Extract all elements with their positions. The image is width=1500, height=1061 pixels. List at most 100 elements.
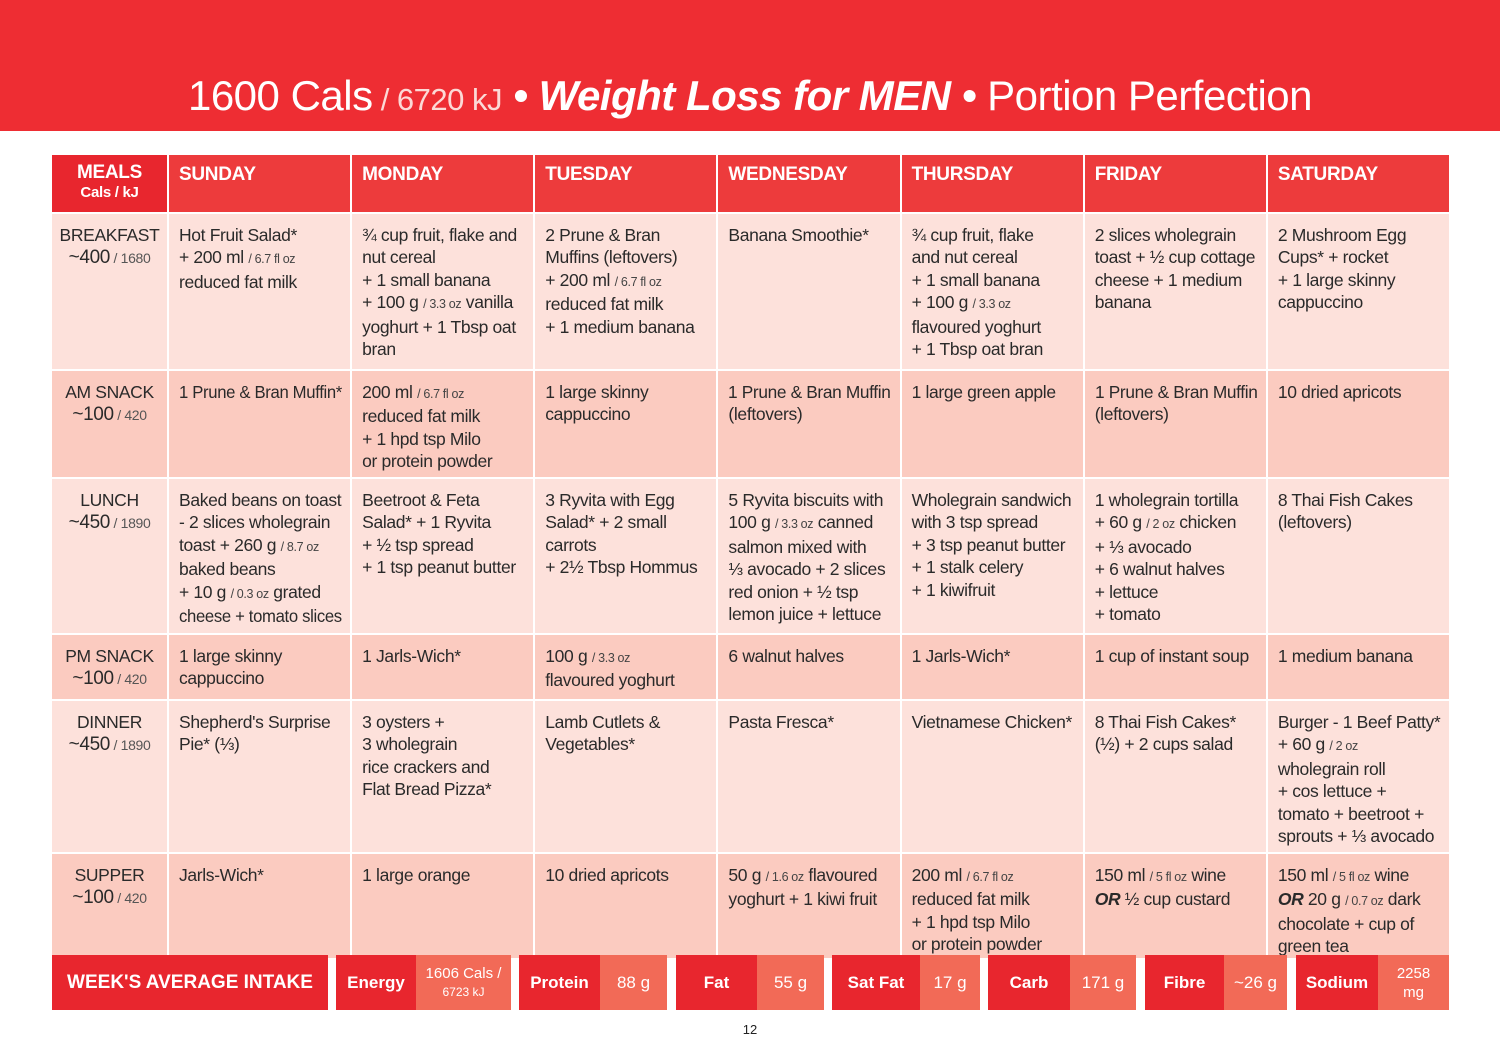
meal-text: + 10 g <box>179 581 231 602</box>
meal-text: ⅓ avocado + 2 slices <box>728 559 886 580</box>
meal-cell-tuesday: 100 g / 3.3 oz flavoured yoghurt <box>535 635 717 699</box>
meal-text: Cups* + rocket <box>1277 247 1389 268</box>
meal-line: Cups* + rocket <box>1277 246 1389 268</box>
nutrient-label: Energy <box>336 955 416 1010</box>
nutrient-value: 88 g <box>600 955 667 1010</box>
imperial-unit: / 0.3 oz <box>230 586 270 601</box>
meal-line: 150 ml / 5 fl oz wine <box>1277 864 1410 888</box>
meal-line: Baked beans on toast <box>179 489 342 511</box>
meal-line: or protein powder <box>912 933 1043 955</box>
imperial-unit: / 2 oz <box>1146 517 1175 532</box>
meal-text: wine <box>1369 865 1410 885</box>
meal-cell-sunday: Shepherd's Surprise Pie* (⅓) <box>169 701 351 852</box>
meal-text: 1 Prune & Bran Muffin <box>1094 382 1258 402</box>
meal-text: 2 slices wholegrain <box>1094 225 1237 245</box>
meal-text: and nut cereal <box>911 247 1018 268</box>
meal-text: wine <box>1186 865 1226 885</box>
meal-energy: ~100 / 420 <box>72 667 147 690</box>
meal-cell-thursday: Vietnamese Chicken* <box>901 701 1083 852</box>
meal-plan-table: MEALS Cals / kJ SUNDAY MONDAY TUESDAY WEDNE… <box>52 155 1449 958</box>
meal-text: flavoured yoghurt <box>545 670 675 691</box>
meal-text: 1 medium banana <box>1277 646 1413 666</box>
meal-cell-thursday: Wholegrain sandwich with 3 tsp spread + 3 … <box>901 479 1083 633</box>
meal-line: carrots <box>545 534 596 556</box>
meal-line: flavoured yoghurt <box>545 669 675 691</box>
meal-cell-friday: 1 cup of instant soup <box>1084 635 1266 699</box>
meal-energy: ~400 / 1680 <box>69 246 151 269</box>
meal-text: 100 g <box>728 512 775 533</box>
meal-line: 1 cup of instant soup <box>1095 645 1250 667</box>
meal-text: Lamb Cutlets & <box>545 712 661 732</box>
meal-cell-saturday: 2 Mushroom Egg Cups* + rocket + 1 large sk… <box>1267 214 1449 369</box>
meal-name: LUNCH <box>80 490 139 510</box>
meal-line: Lamb Cutlets & <box>545 711 660 733</box>
meal-line: 1 Jarls-Wich* <box>362 645 461 667</box>
meal-line: - 2 slices wholegrain <box>179 511 331 533</box>
meal-text: 200 ml <box>911 865 967 885</box>
meal-label-cell: BREAKFAST ~400 / 1680 <box>52 214 167 369</box>
nutrient-value-line: 2258 <box>1396 964 1431 982</box>
meal-text: 10 dried apricots <box>1277 382 1402 402</box>
meal-text: 1 Prune & Bran Muffin* <box>179 382 342 402</box>
meal-label-cell: PM SNACK ~100 / 420 <box>52 635 167 699</box>
meal-text: carrots <box>545 534 597 555</box>
meal-cell-friday: 150 ml / 5 fl oz wine OR ½ cup custard <box>1084 854 1266 958</box>
meal-text: 150 ml <box>1277 865 1333 885</box>
meal-line: chocolate + cup of <box>1278 913 1415 935</box>
meal-kj: / 420 <box>113 671 147 688</box>
meal-text: toast + ½ cup cottage <box>1094 247 1256 268</box>
meal-text: salmon mixed with <box>728 536 867 557</box>
meal-line: 2 Mushroom Egg <box>1278 224 1407 246</box>
meal-cals: ~450 <box>68 512 111 534</box>
title-sep: • <box>502 72 539 119</box>
meal-text: cheese + 1 medium <box>1094 269 1243 290</box>
meal-text: Shepherd's Surprise <box>179 712 331 732</box>
meal-line: tomato + beetroot + <box>1278 803 1424 825</box>
meal-kj: / 1680 <box>110 250 151 267</box>
meal-text: canned <box>813 512 874 533</box>
meal-line: 1 large skinny <box>179 645 282 667</box>
imperial-unit: / 3.3 oz <box>423 297 462 312</box>
meal-text: 1 large skinny <box>545 382 649 402</box>
meal-energy: ~450 / 1890 <box>69 733 151 756</box>
meal-text: + 100 g <box>911 292 973 313</box>
meal-text: red onion + ½ tsp <box>728 581 859 602</box>
meal-cell-thursday: ¾ cup fruit, flake and nut cereal + 1 smal… <box>901 214 1083 369</box>
day-header-monday: MONDAY <box>352 155 534 212</box>
meal-cell-monday: ¾ cup fruit, flake and nut cereal + 1 smal… <box>352 214 534 369</box>
meal-line: 1 large green apple <box>911 381 1057 403</box>
meal-text: grated <box>268 581 321 602</box>
meal-text: 1 large green apple <box>911 382 1057 402</box>
meal-text: rice crackers and <box>362 756 490 777</box>
meal-text: 2 Prune & Bran <box>545 225 661 245</box>
meal-text: vanilla <box>461 292 514 313</box>
meal-cals: ~100 <box>72 404 114 426</box>
meal-line: with 3 tsp spread <box>912 511 1039 533</box>
meal-cell-tuesday: 1 large skinny cappuccino <box>535 371 717 477</box>
meal-line: 5 Ryvita biscuits with <box>728 489 883 511</box>
title-banner: 1600 Cals / 6720 kJ • Weight Loss for ME… <box>0 0 1500 131</box>
meal-line: reduced fat milk <box>912 888 1030 910</box>
meal-text: + 100 g <box>362 292 424 313</box>
meal-text: Vegetables* <box>545 734 635 755</box>
nutrient-energy: Energy 1606 Cals / 6723 kJ <box>336 955 511 1010</box>
meal-text: - 2 slices wholegrain <box>179 512 331 533</box>
meal-text: + 200 ml <box>179 247 249 268</box>
meal-line: + 60 g / 2 oz chicken <box>1095 511 1237 535</box>
meal-cell-sunday: 1 large skinny cappuccino <box>169 635 351 699</box>
meal-text: cappuccino <box>179 668 265 689</box>
meal-text: 20 g <box>1303 889 1346 910</box>
day-header-saturday: SATURDAY <box>1267 155 1449 212</box>
meal-line: + 200 ml / 6.7 fl oz <box>179 246 296 270</box>
meal-line: 100 g / 3.3 oz canned <box>728 511 873 535</box>
meal-line: Pasta Fresca* <box>728 711 834 733</box>
meal-text: 1 large orange <box>362 865 471 885</box>
meal-line: + 60 g / 2 oz <box>1278 733 1358 757</box>
imperial-unit: / 6.7 fl oz <box>966 870 1014 884</box>
meal-line: (leftovers) <box>1095 403 1169 425</box>
meal-line: (leftovers) <box>728 403 802 425</box>
meal-cell-saturday: 1 medium banana <box>1267 635 1449 699</box>
meal-text: 10 dried apricots <box>545 865 669 885</box>
meal-cell-friday: 1 Prune & Bran Muffin (leftovers) <box>1084 371 1266 477</box>
meal-text: Burger - 1 Beef Patty* <box>1277 712 1441 732</box>
